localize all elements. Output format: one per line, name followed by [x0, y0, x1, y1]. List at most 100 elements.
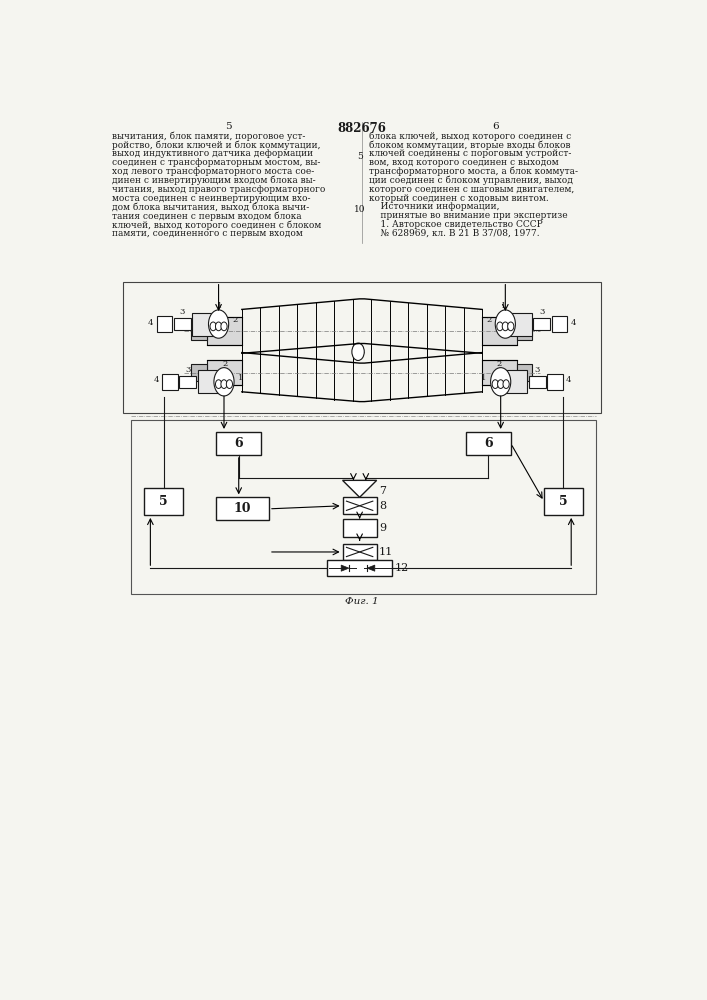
Circle shape: [492, 380, 498, 388]
Text: 4: 4: [148, 319, 153, 327]
Text: ключей соединены с пороговым устройст-: ключей соединены с пороговым устройст-: [369, 149, 571, 158]
Bar: [502, 312, 532, 336]
Text: выход индуктивного датчика деформации: выход индуктивного датчика деформации: [112, 149, 312, 158]
Text: Фиг. 1: Фиг. 1: [345, 597, 379, 606]
Text: ции соединен с блоком управления, выход: ции соединен с блоком управления, выход: [369, 176, 573, 185]
Text: 5: 5: [559, 495, 568, 508]
Text: 3: 3: [180, 308, 185, 316]
Bar: [482, 360, 517, 385]
Bar: [162, 374, 177, 389]
Text: 6: 6: [493, 122, 499, 131]
Text: 2: 2: [233, 316, 238, 324]
Bar: [192, 312, 222, 336]
Text: ключей, выход которого соединен с блоком: ключей, выход которого соединен с блоком: [112, 220, 321, 230]
Text: принятые во внимание при экспертизе: принятые во внимание при экспертизе: [369, 211, 568, 220]
Text: 3: 3: [539, 308, 544, 316]
Circle shape: [503, 380, 509, 388]
Text: 2: 2: [223, 360, 228, 368]
Circle shape: [214, 368, 234, 396]
Text: 9: 9: [379, 523, 386, 533]
Bar: [529, 376, 546, 388]
Bar: [123, 282, 602, 413]
Text: которого соединен с шаговым двигателем,: которого соединен с шаговым двигателем,: [369, 185, 574, 194]
Bar: [482, 317, 517, 345]
Bar: [131, 420, 596, 594]
Bar: [547, 374, 563, 389]
Bar: [179, 376, 196, 388]
Circle shape: [491, 368, 510, 396]
Circle shape: [216, 380, 222, 388]
Text: 12: 12: [395, 563, 409, 573]
Text: ход левого трансформаторного моста сое-: ход левого трансформаторного моста сое-: [112, 167, 314, 176]
Bar: [544, 488, 583, 515]
Text: ройство, блоки ключей и блок коммутации,: ройство, блоки ключей и блок коммутации,: [112, 140, 320, 150]
Circle shape: [352, 343, 364, 360]
Bar: [144, 488, 183, 515]
Bar: [198, 370, 227, 393]
Text: дом блока вычитания, выход блока вычи-: дом блока вычитания, выход блока вычи-: [112, 202, 309, 211]
Text: соединен с трансформаторным мостом, вы-: соединен с трансформаторным мостом, вы-: [112, 158, 320, 167]
Text: 6: 6: [235, 437, 243, 450]
Text: 10: 10: [234, 502, 252, 515]
Bar: [343, 497, 377, 514]
Bar: [156, 316, 172, 332]
Text: 4: 4: [571, 319, 576, 327]
Text: 6: 6: [484, 437, 493, 450]
Bar: [174, 318, 191, 330]
Bar: [192, 364, 207, 381]
Polygon shape: [367, 565, 375, 571]
Circle shape: [497, 322, 503, 331]
Circle shape: [495, 310, 515, 338]
Text: читания, выход правого трансформаторного: читания, выход правого трансформаторного: [112, 185, 325, 194]
Text: 7: 7: [379, 486, 386, 496]
Circle shape: [209, 310, 228, 338]
Circle shape: [210, 322, 216, 331]
Text: 1. Авторское свидетельство СССР: 1. Авторское свидетельство СССР: [369, 220, 543, 229]
Polygon shape: [343, 480, 377, 497]
Text: моста соединен с неинвертирующим вхо-: моста соединен с неинвертирующим вхо-: [112, 194, 310, 203]
Text: 882676: 882676: [337, 122, 387, 135]
Text: 5: 5: [357, 152, 363, 161]
Text: 11: 11: [379, 547, 393, 557]
Circle shape: [221, 322, 227, 331]
Bar: [343, 519, 377, 537]
Text: 8: 8: [379, 501, 386, 511]
Text: трансформаторного моста, а блок коммута-: трансформаторного моста, а блок коммута-: [369, 167, 578, 176]
Text: 4: 4: [566, 376, 571, 384]
Text: 3: 3: [534, 366, 539, 374]
Circle shape: [226, 380, 233, 388]
Circle shape: [502, 322, 508, 331]
Bar: [327, 560, 392, 576]
Text: блока ключей, выход которого соединен с: блока ключей, выход которого соединен с: [369, 132, 571, 141]
Bar: [207, 360, 242, 385]
Circle shape: [216, 322, 222, 331]
Text: 2: 2: [486, 316, 491, 324]
Text: 1: 1: [218, 302, 223, 310]
Bar: [466, 432, 510, 455]
Text: 10: 10: [354, 205, 366, 214]
Text: Источники информации,: Источники информации,: [369, 202, 499, 211]
Text: № 628969, кл. В 21 В 37/08, 1977.: № 628969, кл. В 21 В 37/08, 1977.: [369, 229, 539, 238]
Text: тания соединен с первым входом блока: тания соединен с первым входом блока: [112, 211, 301, 221]
Text: памяти, соединенного с первым входом: памяти, соединенного с первым входом: [112, 229, 303, 238]
Text: 1: 1: [481, 374, 486, 382]
Text: блоком коммутации, вторые входы блоков: блоком коммутации, вторые входы блоков: [369, 140, 571, 150]
Bar: [517, 364, 532, 381]
Bar: [517, 322, 532, 340]
Bar: [207, 317, 242, 345]
Bar: [552, 316, 567, 332]
Text: 5: 5: [159, 495, 168, 508]
Text: 3: 3: [185, 366, 190, 374]
Text: который соединен с ходовым винтом.: который соединен с ходовым винтом.: [369, 194, 549, 203]
Bar: [343, 544, 377, 560]
Bar: [192, 322, 207, 340]
Circle shape: [498, 380, 504, 388]
Text: динен с инвертирующим входом блока вы-: динен с инвертирующим входом блока вы-: [112, 176, 315, 185]
Circle shape: [221, 380, 227, 388]
Polygon shape: [341, 565, 349, 571]
Text: 1: 1: [238, 374, 243, 382]
Text: 4: 4: [153, 376, 159, 384]
Text: 2: 2: [496, 360, 502, 368]
Bar: [216, 432, 261, 455]
Circle shape: [508, 322, 514, 331]
